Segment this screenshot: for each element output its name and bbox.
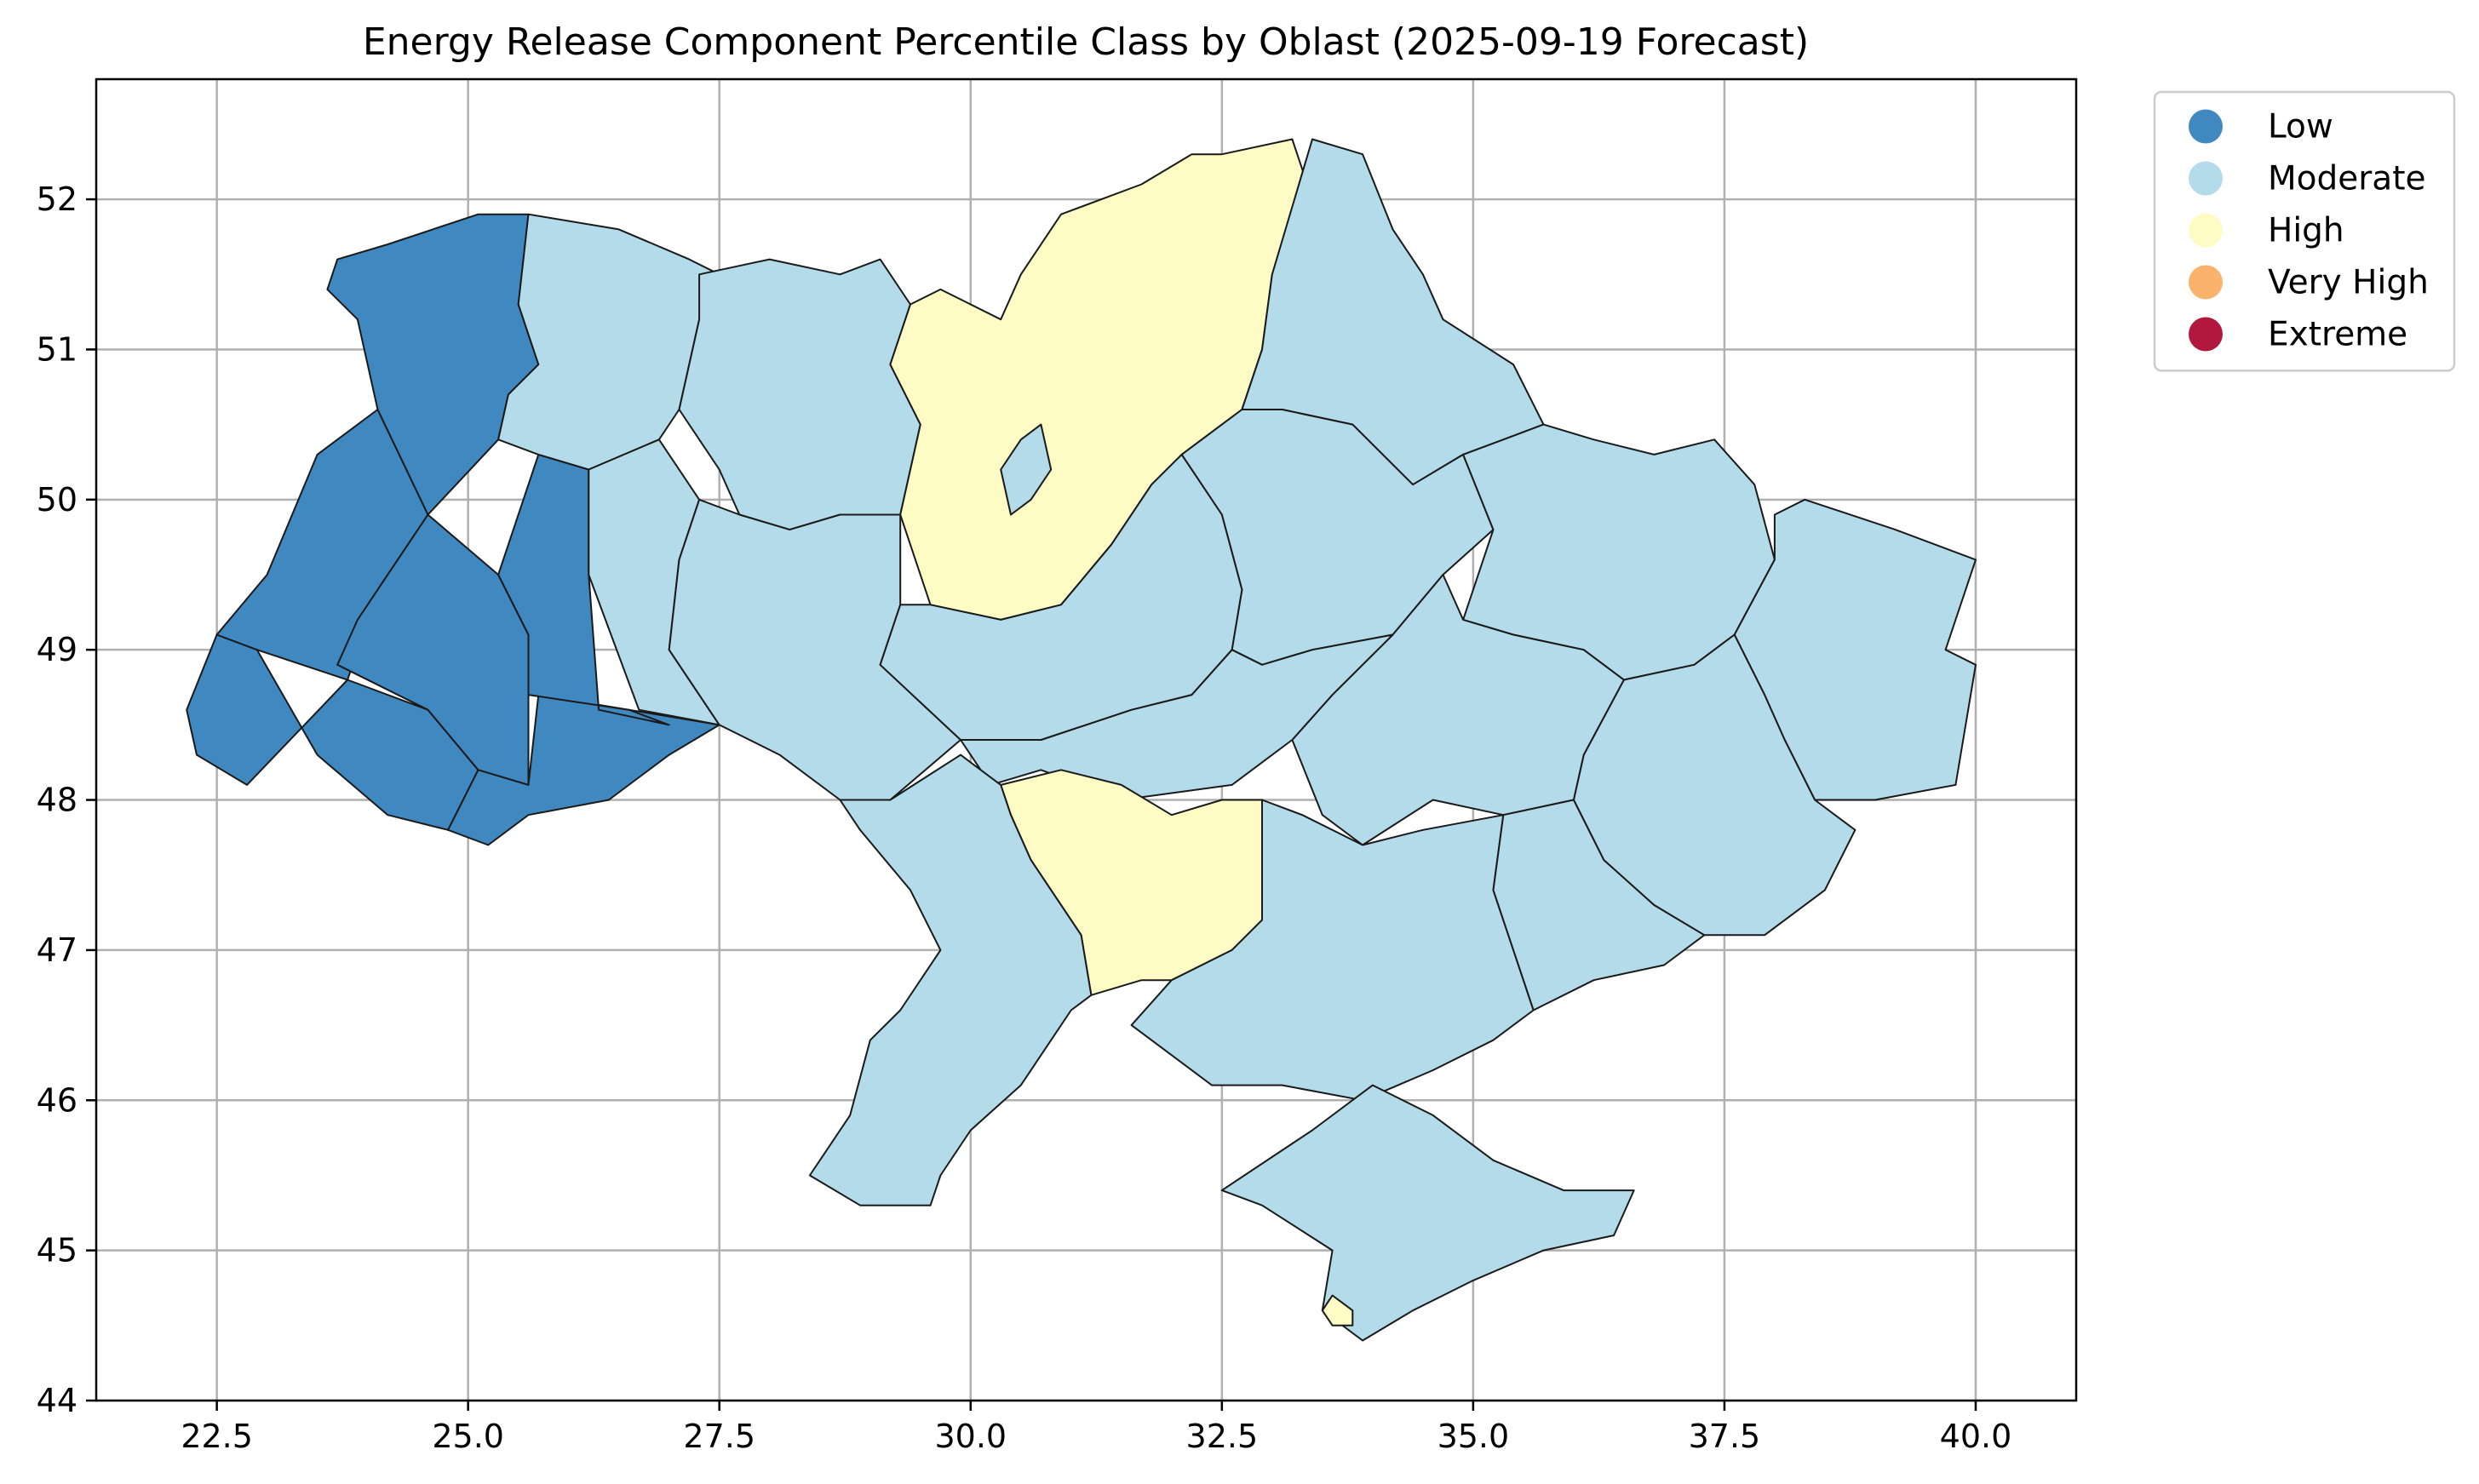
x-tick-label: 22.5 xyxy=(181,1418,253,1455)
chart-title: Energy Release Component Percentile Clas… xyxy=(363,20,1809,64)
x-tick-label: 30.0 xyxy=(934,1418,1007,1455)
oblast-regions xyxy=(186,138,1977,1342)
x-axis: 22.5 25.0 27.5 30.0 32.5 35.0 37.5 40.0 xyxy=(181,1401,2011,1455)
x-tick-label: 37.5 xyxy=(1689,1418,1761,1455)
legend-label: High xyxy=(2268,212,2344,250)
oblast-region xyxy=(678,258,921,531)
oblast-region xyxy=(1321,1294,1354,1326)
y-tick-label: 45 xyxy=(37,1232,77,1269)
x-tick-label: 25.0 xyxy=(432,1418,504,1455)
legend-label: Very High xyxy=(2268,264,2429,302)
oblast-region xyxy=(497,213,720,471)
legend: Low Moderate High Very High Extreme xyxy=(2153,90,2456,372)
legend-marker xyxy=(2189,161,2223,196)
legend-box xyxy=(2153,90,2456,372)
legend-marker xyxy=(2189,317,2223,352)
legend-marker xyxy=(2189,213,2223,248)
oblast-region xyxy=(808,753,1093,1206)
y-tick-label: 51 xyxy=(37,330,77,368)
oblast-region xyxy=(879,453,1243,741)
y-tick-label: 48 xyxy=(37,782,77,819)
legend-label: Extreme xyxy=(2268,316,2407,354)
y-tick-label: 49 xyxy=(37,631,77,668)
legend-label: Low xyxy=(2268,108,2333,146)
oblast-region xyxy=(447,694,720,846)
x-tick-label: 27.5 xyxy=(683,1418,755,1455)
y-tick-label: 47 xyxy=(37,931,77,969)
y-axis: 44 45 46 47 48 49 50 51 52 xyxy=(37,180,96,1419)
oblast-region xyxy=(1492,799,1706,1011)
oblast-region xyxy=(1000,423,1053,516)
x-tick-label: 35.0 xyxy=(1437,1418,1510,1455)
y-tick-label: 52 xyxy=(37,180,77,218)
legend-marker xyxy=(2189,109,2223,144)
legend-marker xyxy=(2189,265,2223,300)
x-tick-label: 40.0 xyxy=(1940,1418,2012,1455)
plot-frame xyxy=(95,77,2078,1402)
y-tick-label: 46 xyxy=(37,1081,77,1119)
y-tick-label: 44 xyxy=(37,1382,77,1419)
legend-label: Moderate xyxy=(2268,160,2425,198)
x-tick-label: 32.5 xyxy=(1186,1418,1259,1455)
oblast-region xyxy=(1220,1084,1635,1342)
oblast-region xyxy=(1130,799,1535,1102)
y-tick-label: 50 xyxy=(37,481,77,519)
